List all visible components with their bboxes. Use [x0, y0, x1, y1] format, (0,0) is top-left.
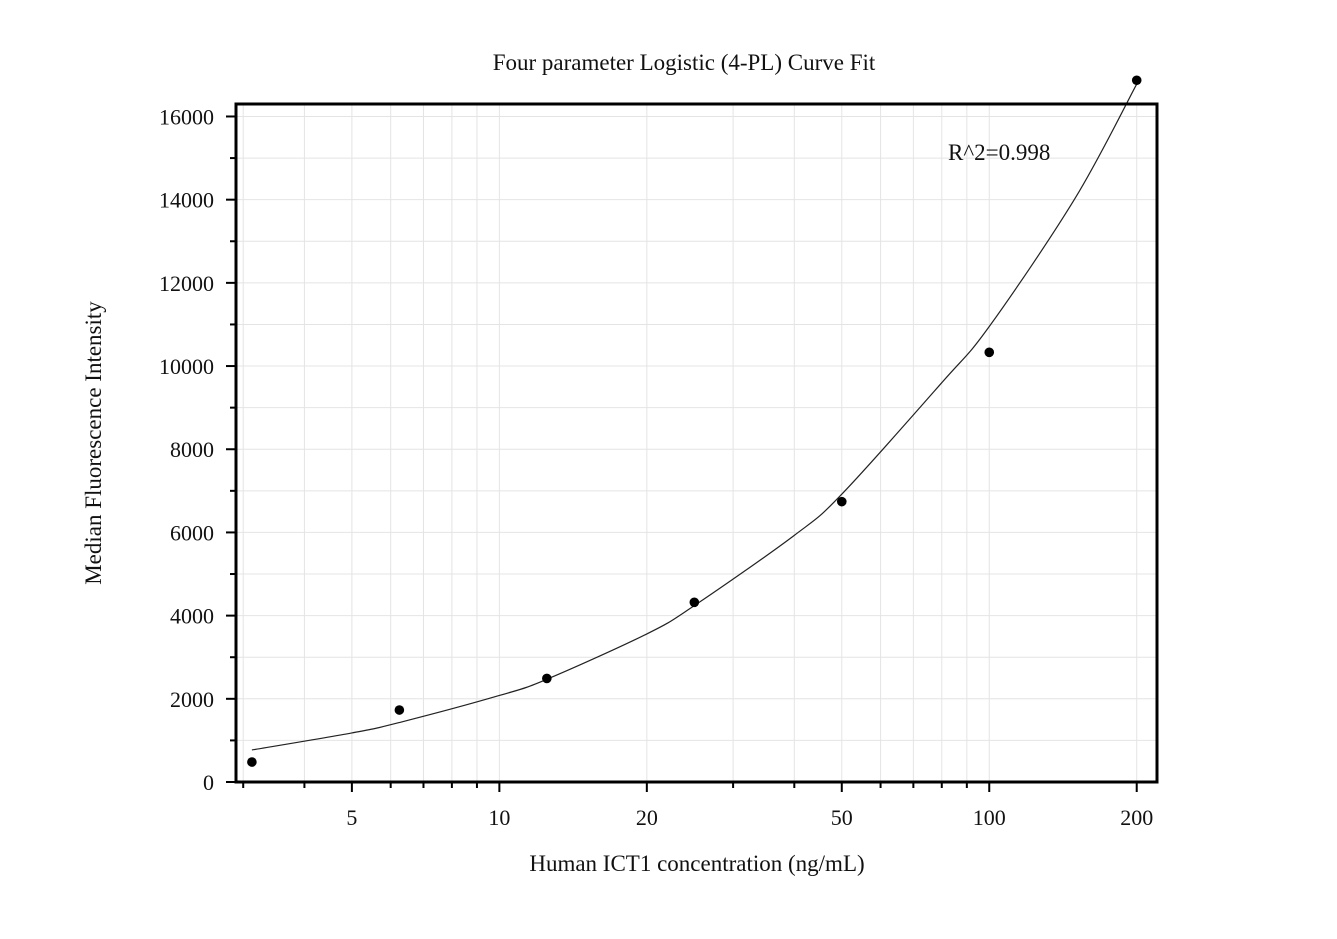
x-tick-label: 200 [1120, 805, 1153, 830]
data-point [836, 496, 847, 507]
y-tick-label: 4000 [170, 604, 214, 629]
y-axis-title: Median Fluorescence Intensity [81, 301, 106, 585]
y-tick-label: 0 [203, 770, 214, 795]
y-tick-label: 10000 [159, 354, 214, 379]
r-squared-annotation: R^2=0.998 [948, 140, 1050, 165]
y-tick-label: 2000 [170, 687, 214, 712]
chart-title: Four parameter Logistic (4-PL) Curve Fit [493, 50, 876, 75]
y-tick-label: 6000 [170, 520, 214, 545]
y-tick-label: 12000 [159, 271, 214, 296]
data-point [984, 347, 995, 358]
y-tick-label: 14000 [159, 188, 214, 213]
y-tick-label: 8000 [170, 437, 214, 462]
point-layer [247, 75, 1142, 767]
x-tick-label: 10 [488, 805, 510, 830]
data-point [394, 705, 405, 715]
data-point [1131, 75, 1142, 86]
fit-curve [251, 83, 1138, 751]
grid-layer [236, 104, 1157, 782]
x-axis-title: Human ICT1 concentration (ng/mL) [529, 851, 864, 876]
x-tick-label: 20 [636, 805, 658, 830]
tick-layer: 5 10 20 50 100 200020004000600080001000012000… [159, 104, 1153, 830]
plot-frame [234, 102, 1159, 784]
data-point [689, 597, 700, 608]
x-tick-label: 100 [973, 805, 1006, 830]
x-tick-label: 5 [346, 805, 357, 830]
data-point [247, 757, 257, 767]
data-point [542, 673, 552, 684]
y-tick-label: 16000 [159, 104, 214, 129]
x-tick-label: 50 [831, 805, 853, 830]
curve-layer [251, 83, 1138, 751]
